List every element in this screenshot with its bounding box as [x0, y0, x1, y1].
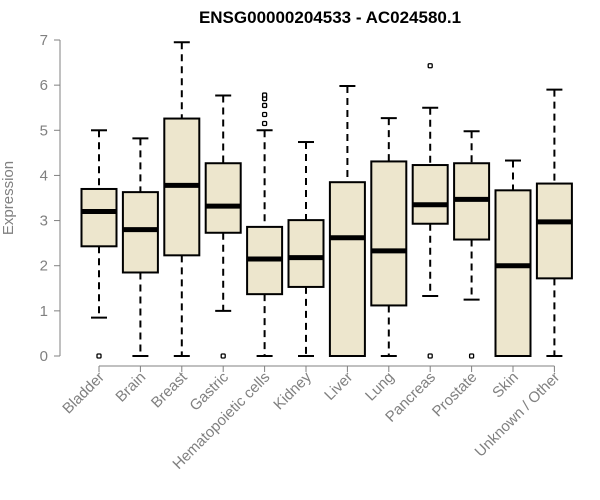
box-group [80, 129, 118, 359]
box-iqr [370, 160, 408, 307]
x-tick-label: Bladder [59, 369, 108, 418]
x-tick-label: Skin [489, 369, 522, 402]
x-tick-label: Liver [321, 369, 356, 404]
outlier-point [427, 63, 433, 69]
box-iqr [121, 191, 159, 274]
box-iqr [494, 189, 532, 357]
outlier-point [427, 353, 433, 359]
chart-title: ENSG00000204533 - AC024580.1 [199, 8, 461, 27]
y-tick-label: 5 [40, 122, 48, 139]
box-group [328, 85, 366, 357]
boxes-layer [80, 41, 573, 359]
y-tick-label: 0 [40, 348, 48, 365]
y-tick-label: 2 [40, 258, 48, 275]
box-group [494, 159, 532, 357]
box-group [535, 88, 573, 357]
outlier-point [261, 120, 268, 127]
x-tick-label: Kidney [270, 368, 315, 413]
box-group [121, 137, 159, 357]
y-tick-label: 4 [40, 167, 48, 184]
box-iqr [80, 187, 118, 248]
y-axis: 0 1 2 3 4 5 6 7 [40, 32, 61, 365]
outlier-point [220, 353, 226, 359]
box-group [163, 41, 201, 357]
box-iqr [411, 164, 449, 225]
y-tick-label: 7 [40, 32, 48, 49]
box-group [370, 117, 408, 357]
box-group [287, 141, 325, 357]
x-tick-label: Breast [148, 368, 191, 411]
outlier-point [261, 102, 268, 109]
y-tick-label: 3 [40, 213, 48, 230]
box-group [204, 94, 242, 359]
x-tick-label: Prostate [429, 369, 481, 421]
outlier-point [261, 111, 268, 118]
box-iqr [204, 162, 242, 234]
box-iqr [328, 181, 366, 357]
box-group [246, 92, 284, 357]
y-axis-label: Expression [0, 161, 17, 235]
box-group [453, 130, 491, 359]
box-group [411, 63, 449, 359]
outlier-point [261, 92, 268, 98]
outlier-point [468, 353, 475, 359]
y-tick-label: 1 [40, 303, 48, 320]
box-iqr [287, 219, 325, 288]
y-tick-label: 6 [40, 77, 48, 94]
box-iqr [535, 182, 573, 280]
x-tick-label: Brain [112, 369, 149, 406]
outlier-point [96, 353, 102, 359]
x-tick-label: Lung [362, 369, 398, 405]
